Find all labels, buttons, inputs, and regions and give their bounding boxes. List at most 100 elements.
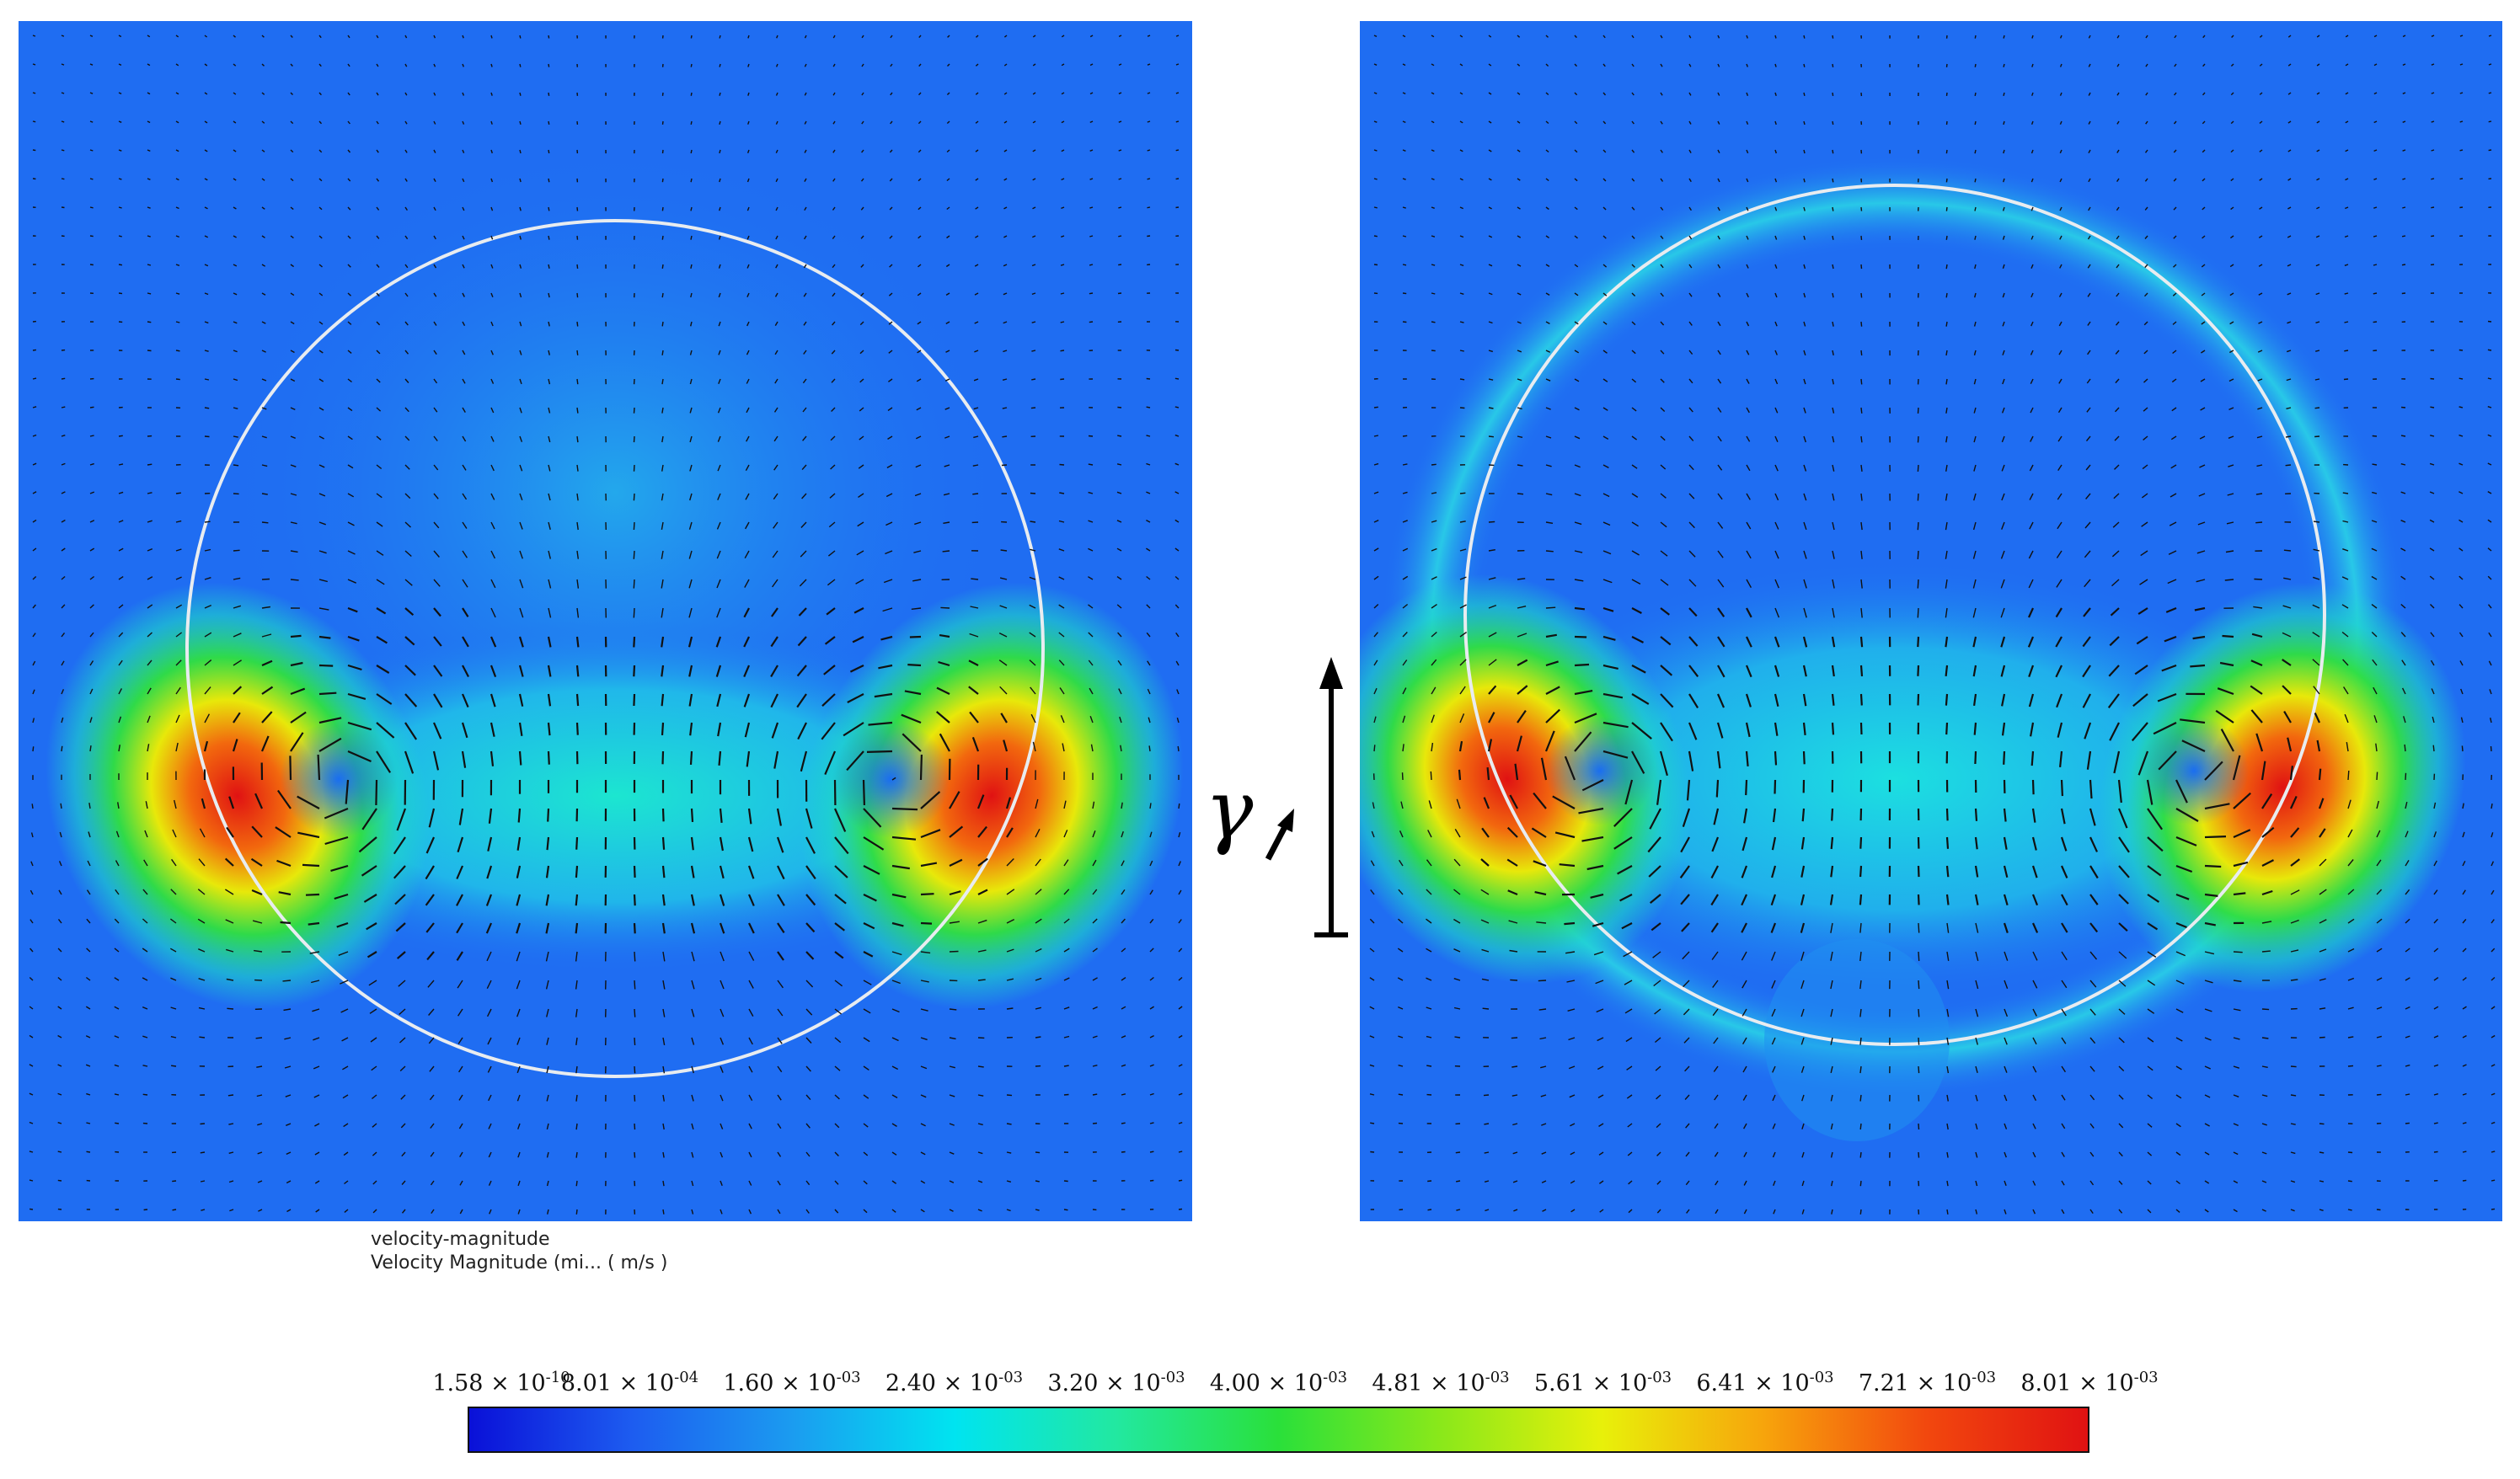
velocity-vector — [1717, 607, 1725, 617]
velocity-vector — [313, 1094, 320, 1098]
velocity-vector — [29, 1151, 34, 1153]
velocity-vector — [2402, 206, 2406, 209]
velocity-vector — [1029, 604, 1036, 609]
velocity-vector — [433, 206, 436, 211]
velocity-vector — [546, 1065, 549, 1074]
velocity-vector — [318, 120, 323, 125]
velocity-vector — [2131, 722, 2148, 742]
velocity-vector — [61, 120, 65, 123]
velocity-vector — [945, 264, 950, 268]
velocity-vector — [175, 492, 181, 494]
velocity-vector — [748, 1209, 752, 1215]
velocity-vector — [261, 686, 274, 695]
velocity-vector — [916, 407, 922, 411]
velocity-vector — [1029, 659, 1036, 666]
velocity-vector — [2060, 836, 2068, 852]
velocity-vector — [1035, 1036, 1041, 1039]
velocity-vector — [2462, 1151, 2467, 1153]
velocity-vector — [1613, 808, 1633, 827]
velocity-vector — [1602, 149, 1607, 153]
velocity-vector — [1859, 1008, 1862, 1017]
velocity-vector — [1178, 1179, 1183, 1182]
velocity-vector — [748, 951, 755, 961]
velocity-vector — [518, 722, 523, 736]
velocity-vector — [318, 92, 322, 96]
velocity-vector — [576, 235, 579, 240]
velocity-vector — [175, 604, 183, 609]
velocity-vector — [2344, 350, 2349, 352]
velocity-vector — [1149, 860, 1153, 867]
velocity-vector — [1178, 919, 1182, 924]
velocity-vector — [1006, 858, 1014, 867]
velocity-vector — [2403, 716, 2406, 723]
velocity-vector — [770, 636, 778, 648]
velocity-vector — [2220, 729, 2234, 752]
velocity-vector — [777, 1094, 782, 1101]
velocity-vector — [1688, 35, 1692, 39]
velocity-vector — [2429, 491, 2435, 494]
velocity-vector — [2002, 378, 2005, 385]
velocity-vector — [2261, 826, 2275, 838]
velocity-vector — [1574, 206, 1578, 211]
velocity-vector — [2197, 521, 2206, 526]
velocity-vector — [1545, 435, 1552, 439]
gamma-arrow-graphic: γ — [1205, 657, 1348, 937]
velocity-vector — [2086, 378, 2091, 384]
velocity-vector — [1001, 464, 1008, 467]
velocity-vector — [432, 750, 440, 771]
velocity-vector — [1570, 1180, 1576, 1184]
velocity-vector — [32, 491, 37, 494]
velocity-vector — [1459, 521, 1466, 523]
velocity-vector — [1774, 63, 1777, 67]
velocity-vector — [1574, 292, 1579, 296]
velocity-vector — [2430, 377, 2435, 380]
velocity-vector — [89, 63, 94, 66]
velocity-vector — [720, 1151, 724, 1158]
velocity-vector — [1459, 235, 1464, 238]
velocity-vector — [690, 922, 696, 934]
velocity-vector — [1373, 462, 1379, 466]
velocity-vector — [174, 799, 177, 809]
wake-region — [1764, 939, 1950, 1141]
velocity-vector — [2287, 63, 2292, 67]
velocity-vector — [746, 178, 750, 183]
velocity-vector — [256, 1065, 263, 1068]
velocity-vector — [746, 206, 750, 211]
velocity-vector — [404, 149, 408, 153]
velocity-vector — [2401, 235, 2406, 238]
velocity-vector — [1717, 464, 1723, 471]
velocity-vector — [432, 722, 442, 740]
velocity-vector — [2115, 350, 2120, 355]
velocity-vector — [32, 377, 37, 380]
velocity-vector — [2290, 1180, 2296, 1183]
velocity-vector — [462, 350, 466, 355]
velocity-vector — [318, 149, 323, 153]
velocity-vector — [1602, 635, 1616, 641]
velocity-vector — [2233, 861, 2249, 868]
velocity-vector — [2030, 722, 2035, 737]
velocity-vector — [975, 63, 979, 67]
velocity-vector — [545, 951, 549, 962]
velocity-vector — [517, 1151, 521, 1158]
velocity-vector — [1431, 350, 1436, 352]
velocity-vector — [1972, 636, 1977, 648]
colorbar-tick-label: 2.40 × 10-03 — [885, 1369, 1024, 1396]
velocity-vector — [2088, 92, 2091, 96]
velocity-vector — [1541, 1180, 1547, 1183]
velocity-vector — [1626, 1094, 1633, 1099]
velocity-vector — [773, 435, 778, 442]
velocity-vector — [2286, 378, 2292, 382]
velocity-vector — [2491, 1006, 2496, 1010]
velocity-vector — [519, 493, 523, 501]
tick-exponent: -04 — [674, 1369, 699, 1386]
tick-exponent: -03 — [836, 1369, 861, 1386]
velocity-vector — [861, 63, 864, 67]
velocity-vector — [2429, 519, 2435, 523]
velocity-vector — [88, 831, 91, 838]
velocity-vector — [1714, 1123, 1719, 1129]
velocity-vector — [1945, 579, 1948, 589]
velocity-vector — [662, 1065, 666, 1074]
velocity-vector — [661, 521, 664, 531]
velocity-vector — [1481, 948, 1490, 953]
velocity-vector — [89, 688, 94, 695]
